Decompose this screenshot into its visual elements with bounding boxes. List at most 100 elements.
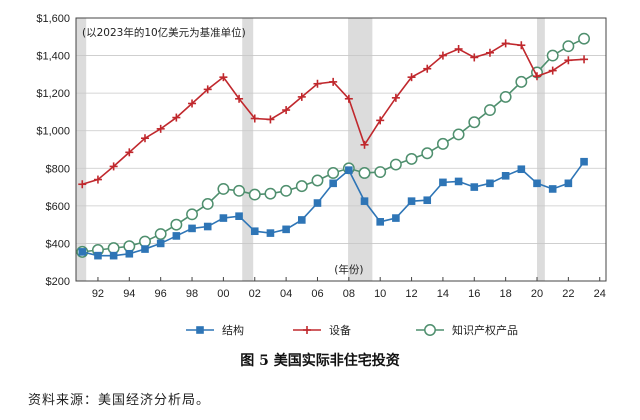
data-point bbox=[515, 75, 528, 88]
data-point bbox=[454, 44, 463, 53]
y-tick-label: $200 bbox=[46, 276, 70, 288]
data-point bbox=[376, 116, 385, 125]
data-point bbox=[235, 94, 244, 103]
data-point bbox=[484, 104, 496, 117]
x-tick-label: 12 bbox=[405, 288, 417, 300]
data-point bbox=[468, 116, 481, 129]
recession-band bbox=[242, 18, 254, 281]
recession-band bbox=[537, 18, 545, 281]
legend-item: 结构 bbox=[186, 323, 244, 337]
data-point bbox=[548, 66, 557, 75]
data-point bbox=[485, 48, 494, 57]
data-point bbox=[327, 167, 340, 179]
data-point bbox=[217, 183, 230, 195]
data-point bbox=[580, 55, 589, 64]
data-point bbox=[109, 251, 118, 260]
data-point bbox=[78, 180, 87, 189]
data-point bbox=[188, 99, 197, 108]
data-point bbox=[172, 113, 181, 122]
data-point bbox=[311, 174, 324, 187]
x-tick-label: 94 bbox=[123, 288, 135, 300]
data-point bbox=[423, 196, 432, 205]
data-point bbox=[125, 249, 134, 258]
x-tick-label: 04 bbox=[280, 288, 292, 300]
x-tick-label: 14 bbox=[437, 288, 449, 300]
series-circle bbox=[76, 32, 590, 258]
data-point bbox=[282, 106, 291, 115]
x-tick-label: 16 bbox=[468, 288, 480, 300]
data-point bbox=[470, 183, 479, 191]
data-point bbox=[123, 240, 136, 253]
data-point bbox=[109, 162, 118, 171]
legend-label: 结构 bbox=[222, 323, 244, 337]
unit-annotation: (以2023年的10亿美元为基准单位) bbox=[82, 26, 246, 39]
series-line bbox=[82, 37, 585, 253]
plot-frame bbox=[75, 17, 607, 282]
series bbox=[76, 32, 590, 260]
x-tick-label: 10 bbox=[374, 288, 386, 300]
data-point bbox=[517, 41, 526, 50]
data-point bbox=[170, 218, 183, 231]
x-tick-label: 18 bbox=[500, 288, 512, 300]
data-point bbox=[486, 179, 494, 188]
data-point bbox=[533, 179, 541, 188]
legend-marker bbox=[196, 326, 204, 334]
data-point bbox=[405, 152, 418, 165]
legend-marker bbox=[303, 326, 311, 334]
data-point bbox=[282, 225, 290, 234]
data-point bbox=[295, 180, 308, 193]
recession-band bbox=[76, 18, 87, 281]
data-point bbox=[562, 40, 575, 53]
data-point bbox=[266, 229, 275, 237]
series-square bbox=[78, 157, 588, 260]
data-point bbox=[374, 166, 387, 178]
y-tick-label: $600 bbox=[46, 201, 70, 213]
series-plus bbox=[78, 39, 589, 189]
data-point bbox=[358, 167, 371, 179]
legend-marker bbox=[424, 324, 436, 336]
data-point bbox=[203, 222, 212, 231]
y-tick-label: $1,200 bbox=[36, 88, 70, 100]
x-axis-note: (年份) bbox=[334, 263, 363, 276]
data-point bbox=[360, 140, 369, 149]
data-point bbox=[313, 79, 322, 88]
data-point bbox=[297, 216, 306, 224]
data-point bbox=[391, 93, 400, 102]
x-tick-label: 98 bbox=[186, 288, 198, 300]
recession-band bbox=[348, 18, 373, 281]
data-point bbox=[248, 188, 261, 201]
data-point bbox=[297, 92, 306, 101]
data-point bbox=[407, 73, 416, 82]
data-point bbox=[564, 179, 573, 188]
gridlines bbox=[76, 17, 606, 282]
data-point bbox=[580, 157, 588, 166]
data-point bbox=[546, 49, 559, 62]
data-point bbox=[329, 179, 337, 188]
y-tick-label: $1,600 bbox=[36, 13, 70, 25]
data-point bbox=[548, 185, 557, 193]
y-tick-label: $1,400 bbox=[36, 51, 70, 63]
data-point bbox=[423, 64, 432, 73]
data-point bbox=[140, 134, 149, 143]
x-tick-label: 08 bbox=[343, 288, 355, 300]
x-axis: 92 94 96 98 00 02 04 06 08 10 12 14 16 18 20 22 24 bbox=[92, 288, 606, 300]
x-tick-label: 96 bbox=[155, 288, 167, 300]
data-point bbox=[201, 198, 214, 210]
data-point bbox=[264, 187, 277, 200]
x-tick-label: 92 bbox=[92, 288, 104, 300]
recession-shading bbox=[76, 18, 545, 281]
data-point bbox=[280, 184, 293, 197]
data-point bbox=[517, 165, 526, 174]
figure-caption: 图 5 美国实际非住宅投资 bbox=[240, 353, 400, 369]
data-point bbox=[454, 177, 463, 186]
data-point bbox=[154, 228, 167, 240]
chart: $200 $400 $600 $800 $1,000 $1,200 $1,400 $1,600… bbox=[36, 13, 607, 337]
data-point bbox=[344, 94, 353, 103]
data-point bbox=[389, 158, 402, 171]
data-point bbox=[360, 197, 369, 205]
x-tick-label: 20 bbox=[531, 288, 543, 300]
x-tick-label: 22 bbox=[562, 288, 574, 300]
data-point bbox=[250, 227, 259, 236]
data-point bbox=[345, 166, 353, 174]
legend-label: 设备 bbox=[329, 323, 351, 337]
